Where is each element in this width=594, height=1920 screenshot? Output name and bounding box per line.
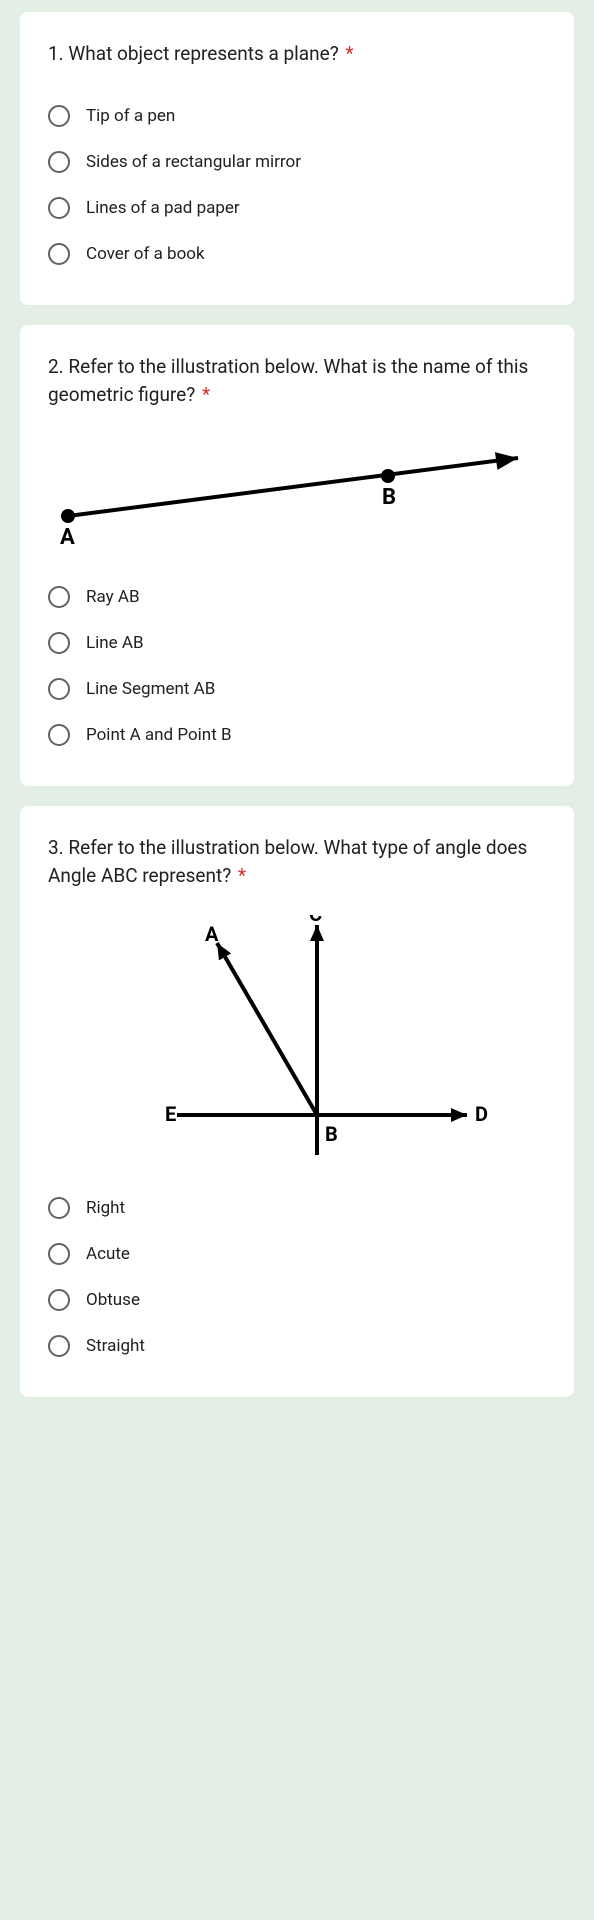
question-text: 1. What object represents a plane? * [48, 40, 546, 69]
question-text: 2. Refer to the illustration below. What… [48, 353, 546, 410]
option-label: Obtuse [86, 1290, 140, 1310]
radio-option[interactable]: Point A and Point B [48, 712, 546, 758]
radio-option[interactable]: Cover of a book [48, 231, 546, 277]
option-label: Acute [86, 1244, 130, 1264]
q-number: 2. [48, 355, 64, 378]
radio-circle-icon [48, 1197, 70, 1219]
radio-option[interactable]: Right [48, 1185, 546, 1231]
radio-option[interactable]: Line Segment AB [48, 666, 546, 712]
required-mark: * [202, 383, 210, 406]
option-label: Line AB [86, 633, 144, 653]
radio-circle-icon [48, 197, 70, 219]
radio-circle-icon [48, 1335, 70, 1357]
option-label: Cover of a book [86, 244, 205, 264]
svg-text:A: A [60, 525, 75, 550]
question-card: 3. Refer to the illustration below. What… [20, 806, 574, 1397]
radio-circle-icon [48, 151, 70, 173]
q-body: What object represents a plane? [68, 42, 338, 65]
option-label: Lines of a pad paper [86, 198, 240, 218]
radio-circle-icon [48, 105, 70, 127]
radio-circle-icon [48, 724, 70, 746]
radio-circle-icon [48, 1289, 70, 1311]
required-mark: * [345, 42, 353, 65]
svg-text:D: D [475, 1102, 488, 1126]
q-number: 3. [48, 836, 64, 859]
radio-option[interactable]: Line AB [48, 620, 546, 666]
radio-option[interactable]: Obtuse [48, 1277, 546, 1323]
option-label: Tip of a pen [86, 106, 175, 126]
svg-text:A: A [205, 922, 219, 946]
option-label: Line Segment AB [86, 679, 215, 699]
q-body: Refer to the illustration below. What is… [48, 355, 528, 407]
svg-text:C: C [309, 915, 322, 926]
q-body: Refer to the illustration below. What ty… [48, 836, 527, 888]
radio-option[interactable]: Tip of a pen [48, 93, 546, 139]
svg-text:B: B [382, 485, 396, 510]
radio-circle-icon [48, 1243, 70, 1265]
option-label: Ray AB [86, 587, 140, 607]
ray-illustration: AB [48, 434, 546, 554]
question-text: 3. Refer to the illustration below. What… [48, 834, 546, 891]
radio-option[interactable]: Sides of a rectangular mirror [48, 139, 546, 185]
required-mark: * [238, 864, 246, 887]
q-number: 1. [48, 42, 64, 65]
option-label: Sides of a rectangular mirror [86, 152, 301, 172]
svg-text:E: E [165, 1102, 176, 1126]
radio-circle-icon [48, 586, 70, 608]
radio-option[interactable]: Ray AB [48, 574, 546, 620]
question-card: 2. Refer to the illustration below. What… [20, 325, 574, 786]
option-label: Straight [86, 1336, 145, 1356]
radio-option[interactable]: Acute [48, 1231, 546, 1277]
radio-option[interactable]: Straight [48, 1323, 546, 1369]
radio-circle-icon [48, 632, 70, 654]
angle-illustration: A C E D B [48, 915, 546, 1165]
radio-circle-icon [48, 678, 70, 700]
option-label: Right [86, 1198, 125, 1218]
radio-circle-icon [48, 243, 70, 265]
radio-option[interactable]: Lines of a pad paper [48, 185, 546, 231]
option-label: Point A and Point B [86, 725, 232, 745]
question-card: 1. What object represents a plane? * Tip… [20, 12, 574, 305]
svg-text:B: B [325, 1122, 338, 1146]
